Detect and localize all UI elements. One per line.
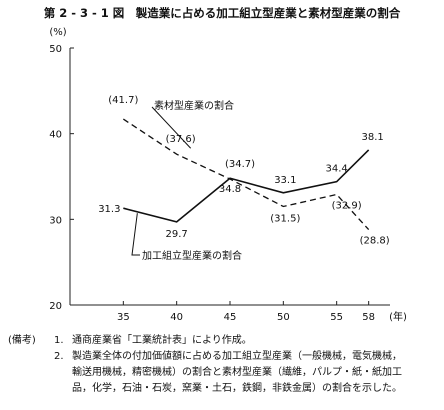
series-line-material xyxy=(122,118,370,231)
note-number-2: 2. xyxy=(54,351,64,362)
data-label: 33.1 xyxy=(274,175,296,186)
x-tick-label: 45 xyxy=(224,312,237,323)
data-label: 38.1 xyxy=(362,132,384,143)
note-text-2-line-3: 品，化学，石油・石炭，窯業・土石，鉄鋼，非鉄金属）の割合を示した。 xyxy=(72,383,402,394)
y-tick-label: 40 xyxy=(49,130,62,141)
notes-heading: (備考) xyxy=(8,335,36,346)
note-item-1: (備考) 1. 通商産業省「工業統計表」により作成。 xyxy=(8,333,438,349)
x-tick-label: 55 xyxy=(330,312,343,323)
note-item-2-cont-2: 品，化学，石油・石炭，窯業・土石，鉄鋼，非鉄金属）の割合を示した。 xyxy=(8,381,438,397)
y-tick-label: 20 xyxy=(49,301,62,312)
data-label: 31.3 xyxy=(98,204,120,215)
legend-label-material: 素材型産業の割合 xyxy=(154,99,234,112)
notes: (備考) 1. 通商産業省「工業統計表」により作成。 2. 製造業全体の付加価値… xyxy=(8,333,438,397)
note-text-2-line-1: 製造業全体の付加価値額に占める加工組立型産業（一般機械，電気機械， xyxy=(72,351,402,362)
data-label: (28.8) xyxy=(360,236,390,247)
series-line-assembly xyxy=(123,149,370,223)
legend-label-assembly: 加工組立型産業の割合 xyxy=(142,249,242,262)
data-label: (32.9) xyxy=(332,200,362,211)
legend-callout-material xyxy=(151,106,192,149)
data-label: (34.7) xyxy=(225,159,255,170)
note-text-2-line-2: 輸送用機械，精密機械）の割合と素材型産業（繊維，パルプ・紙・紙加工 xyxy=(72,367,402,378)
x-tick-label: 40 xyxy=(170,312,183,323)
x-tick-label: 58 xyxy=(362,312,375,323)
note-item-2-cont-1: 輸送用機械，精密機械）の割合と素材型産業（繊維，パルプ・紙・紙加工 xyxy=(8,365,438,381)
data-label: (41.7) xyxy=(108,95,138,106)
x-tick-label: 50 xyxy=(277,312,290,323)
line-chart: 20 30 40 50 (%) 35 40 45 50 55 58 (年) (41.7) (37.6) (… xyxy=(49,27,407,323)
x-tick-label: 35 xyxy=(117,312,130,323)
data-label: (31.5) xyxy=(270,213,300,224)
note-item-2: 2. 製造業全体の付加価値額に占める加工組立型産業（一般機械，電気機械， xyxy=(8,349,438,365)
note-text-1: 通商産業省「工業統計表」により作成。 xyxy=(72,335,252,346)
figure-title: 第 2 - 3 - 1 図 製造業に占める加工組立型産業と素材型産業の割合 xyxy=(43,6,401,20)
data-label: 29.7 xyxy=(166,229,188,240)
data-label: 34.4 xyxy=(326,164,348,175)
note-number-1: 1. xyxy=(54,335,64,346)
legend-callout-assembly xyxy=(131,213,140,256)
y-tick-label: 30 xyxy=(49,215,62,226)
data-label: 34.8 xyxy=(219,184,241,195)
y-unit-label: (%) xyxy=(49,27,66,38)
y-tick-label: 50 xyxy=(49,44,62,55)
x-unit-label: (年) xyxy=(389,310,407,323)
data-label: (37.6) xyxy=(166,134,196,145)
